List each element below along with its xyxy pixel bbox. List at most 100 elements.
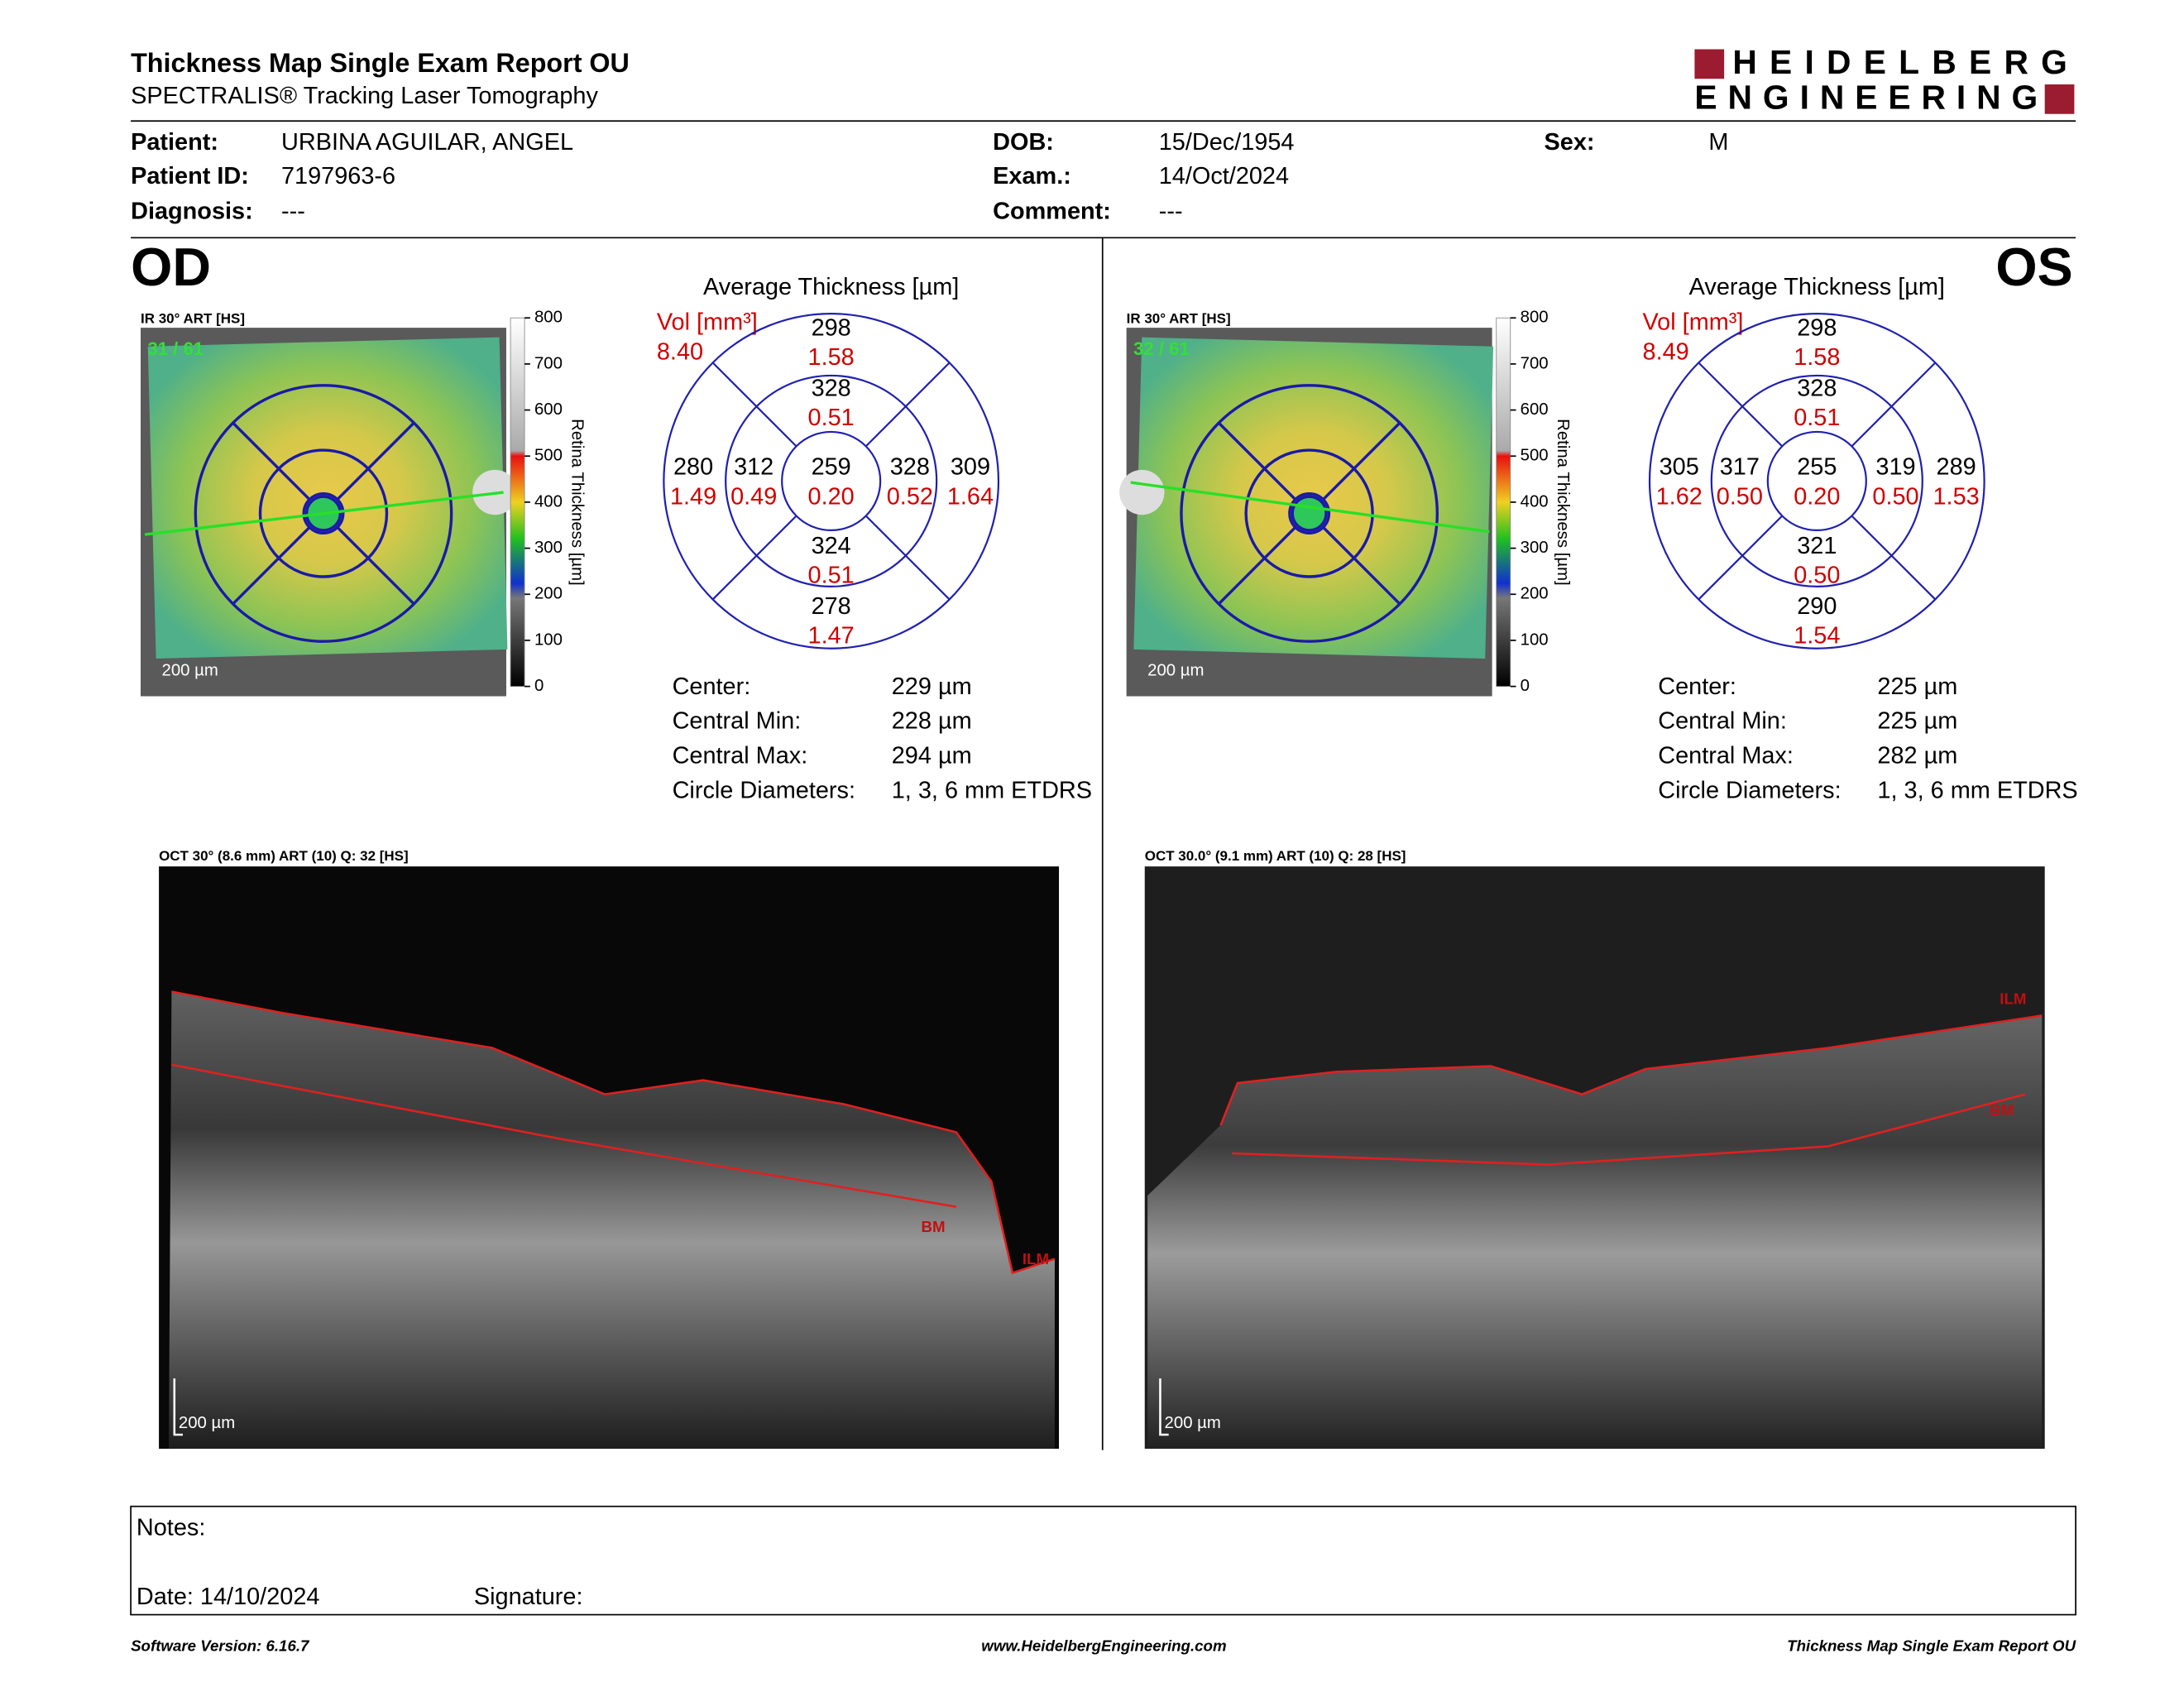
sector-thickness: 255 — [1797, 454, 1837, 481]
sector-volume: 0.51 — [808, 563, 855, 589]
colorbar-label: 500 — [534, 447, 563, 465]
sector-volume: 0.50 — [1872, 483, 1918, 510]
logo-text: HEIDELBERG — [1732, 43, 2070, 81]
sector-volume: 0.50 — [1794, 563, 1840, 589]
sector-volume: 1.49 — [670, 483, 716, 510]
colorbar-label: 800 — [1521, 309, 1549, 327]
notes-label: Notes: — [136, 1514, 205, 1541]
fundus-ring — [1180, 384, 1439, 643]
notes-date: Date: 14/10/2024 — [136, 1584, 320, 1610]
fundus-spoke — [336, 526, 415, 606]
sector-thickness: 289 — [1937, 454, 1976, 481]
fovea — [1291, 495, 1328, 532]
bm-line — [1232, 1093, 2026, 1166]
colorbar-label: 0 — [1521, 677, 1530, 695]
fundus-ring — [1244, 448, 1374, 578]
sector-volume: 0.51 — [1794, 405, 1840, 431]
fundus-spoke — [1322, 421, 1401, 501]
notes-signature: Signature: — [474, 1584, 583, 1610]
fundus-frame: 31 / 61 — [147, 338, 204, 359]
colorbar-title: Retina Thickness [µm] — [1554, 419, 1572, 586]
stat-label: Central Min: — [1658, 708, 1787, 735]
field-label: Exam.: — [993, 163, 1071, 189]
colorbar-label: 300 — [534, 539, 563, 557]
stat-value: 1, 3, 6 mm ETDRS — [1877, 777, 2077, 803]
colorbar-label: 600 — [534, 400, 563, 419]
sector-thickness: 305 — [1660, 454, 1699, 481]
sector-thickness: 298 — [1797, 314, 1837, 341]
sector-volume: 1.47 — [808, 623, 855, 649]
colorbar-title: Retina Thickness [µm] — [568, 419, 587, 586]
field-label: Patient: — [131, 129, 218, 156]
field-value: 14/Oct/2024 — [1159, 163, 1289, 189]
total-volume: 8.49 — [1643, 338, 1689, 365]
fundus-spoke — [1218, 526, 1297, 606]
colorbar — [1496, 317, 1511, 688]
stat-value: 225 µm — [1877, 673, 1957, 700]
colorbar-label: 400 — [1521, 492, 1549, 510]
etdrs-spoke — [1698, 515, 1784, 601]
sector-volume: 0.20 — [1794, 483, 1840, 510]
etdrs-spoke — [1851, 362, 1937, 448]
field-value: M — [1708, 129, 1728, 156]
stat-label: Central Min: — [673, 708, 802, 735]
etdrs-spoke — [711, 362, 797, 448]
fundus-spoke — [1218, 421, 1297, 501]
etdrs-spoke — [864, 515, 951, 601]
fundus-spoke — [232, 421, 311, 501]
stat-label: Circle Diameters: — [673, 777, 855, 803]
etdrs-ring — [781, 430, 882, 532]
fundus-spoke — [336, 421, 415, 501]
sector-thickness: 280 — [673, 454, 713, 481]
scan-line — [144, 491, 504, 536]
scan-line — [1130, 481, 1490, 534]
field-value: URBINA AGUILAR, ANGEL — [281, 129, 573, 156]
colorbar-label: 100 — [1521, 630, 1549, 649]
sector-volume: 1.58 — [1794, 344, 1840, 371]
sector-volume: 0.20 — [808, 483, 855, 510]
fundus-ring — [302, 492, 345, 535]
colorbar-label: 200 — [534, 585, 563, 603]
colorbar-label: 300 — [1521, 539, 1549, 557]
stat-label: Center: — [1658, 673, 1736, 700]
etdrs-title: Average Thickness [µm] — [703, 274, 959, 300]
stat-label: Central Max: — [1658, 743, 1794, 769]
sector-thickness: 309 — [951, 454, 990, 481]
sector-volume: 1.64 — [947, 483, 994, 510]
eye-side: OS — [1995, 237, 2072, 297]
fundus-ring — [194, 384, 453, 643]
field-label: Comment: — [993, 198, 1111, 224]
oct-scalebar — [173, 1378, 183, 1436]
sector-volume: 0.49 — [730, 483, 777, 510]
etdrs-spoke — [1851, 515, 1937, 601]
bm-label: BM — [1990, 1101, 2014, 1119]
etdrs-spoke — [1698, 362, 1784, 448]
total-volume: 8.40 — [657, 338, 703, 365]
stat-label: Central Max: — [673, 743, 808, 769]
sector-thickness: 324 — [812, 533, 851, 559]
bm-line — [171, 1063, 957, 1208]
bm-label: BM — [921, 1218, 945, 1235]
colorbar-label: 600 — [1521, 400, 1549, 419]
notes-box — [130, 1505, 2076, 1616]
stat-label: Center: — [673, 673, 751, 700]
fundus-scale: 200 µm — [161, 661, 218, 679]
field-label: Sex: — [1545, 129, 1595, 156]
oct-label: OCT 30° (8.6 mm) ART (10) Q: 32 [HS] — [159, 848, 409, 864]
sector-thickness: 312 — [734, 454, 774, 481]
stat-value: 1, 3, 6 mm ETDRS — [892, 777, 1092, 803]
colorbar-label: 0 — [534, 677, 544, 695]
sector-thickness: 321 — [1797, 533, 1837, 559]
fundus-ring — [1288, 492, 1331, 535]
sector-volume: 1.62 — [1656, 483, 1703, 510]
stat-value: 282 µm — [1877, 743, 1957, 769]
optic-disc — [1119, 469, 1165, 515]
sector-volume: 1.54 — [1794, 623, 1840, 649]
field-label: Diagnosis: — [131, 198, 253, 224]
sector-thickness: 317 — [1720, 454, 1760, 481]
sector-volume: 1.58 — [808, 344, 855, 371]
sector-volume: 0.52 — [887, 483, 933, 510]
etdrs-ring — [725, 374, 938, 588]
colorbar-label: 100 — [534, 630, 563, 649]
